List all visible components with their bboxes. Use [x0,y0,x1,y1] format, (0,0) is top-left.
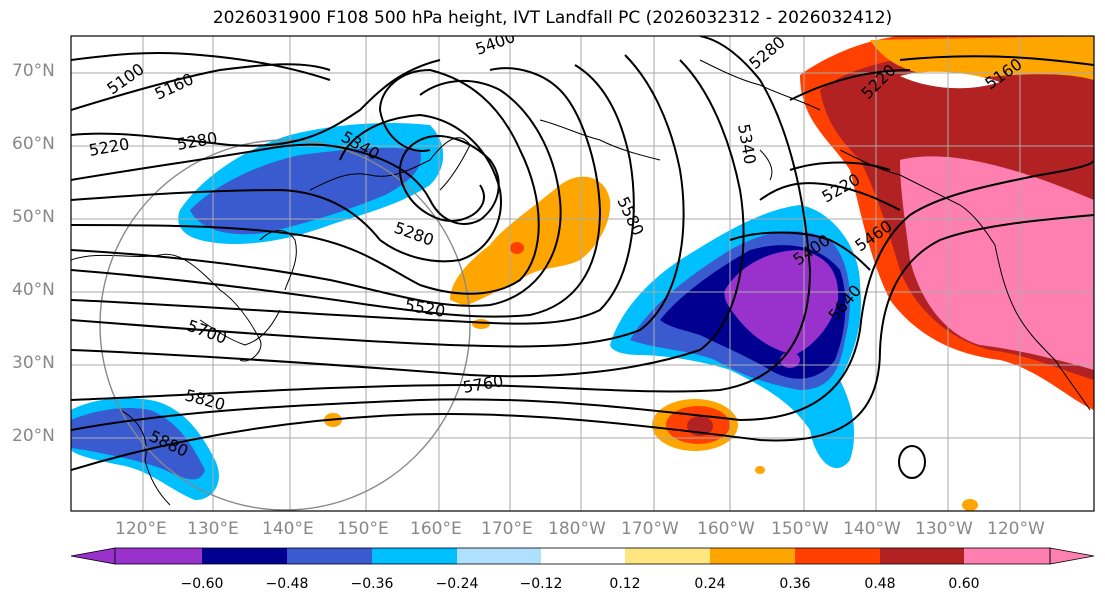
contour-label: 5280 [745,32,788,73]
colorbar-tick: 0.60 [948,576,980,592]
lat-label: 40°N [12,280,55,300]
contour-label: 5340 [734,122,760,165]
lon-label: 150°W [771,519,829,539]
graticule [71,36,1094,511]
colorbar-tick: 0.48 [864,576,896,592]
colorbar-tick: −0.48 [265,576,309,592]
lat-label: 20°N [12,426,55,446]
lon-label: 140°E [262,519,314,539]
lon-label: 120°W [987,519,1045,539]
lon-label: 170°E [481,519,533,539]
colorbar-tick: 0.12 [609,576,641,592]
lon-label: 140°W [843,519,901,539]
colorbar-tick: −0.60 [180,576,224,592]
lon-label: 180°W [548,519,606,539]
contour-label: 5100 [103,59,147,98]
lon-label: 160°E [410,519,462,539]
contour-label: 5160 [152,69,197,103]
contour-label: 5580 [613,194,647,239]
lat-label: 50°N [12,207,55,227]
contour-label: 5280 [175,128,218,154]
lat-label: 30°N [12,353,55,373]
contour-label: 5520 [403,295,446,321]
contour-label: 5220 [87,134,130,160]
colorbar-tick: 0.24 [694,576,726,592]
map-frame [70,35,1095,512]
contour-label: 5700 [185,316,230,348]
colorbar [70,547,1095,565]
lon-label: 120°E [115,519,167,539]
lat-label: 60°N [12,134,55,154]
chart-title: 2026031900 F108 500 hPa height, IVT Land… [212,8,893,28]
colorbar-tick: 0.36 [779,576,811,592]
contour-label: 5280 [392,218,437,250]
colorbar-tick: −0.24 [435,576,479,592]
lon-label: 130°W [915,519,973,539]
lon-label: 160°W [697,519,755,539]
contour-label: 5220 [819,170,864,207]
contour-label: 5400 [473,27,518,59]
lon-label: 130°E [187,519,239,539]
lat-label: 70°N [12,61,55,81]
lon-label: 170°W [621,519,679,539]
contour-label: 5820 [183,386,227,415]
colorbar-tick: −0.36 [350,576,394,592]
height-contours [71,36,1094,479]
landfall-radius-circle [99,139,471,511]
colorbar-tick: −0.12 [519,576,563,592]
lon-label: 150°E [337,519,389,539]
